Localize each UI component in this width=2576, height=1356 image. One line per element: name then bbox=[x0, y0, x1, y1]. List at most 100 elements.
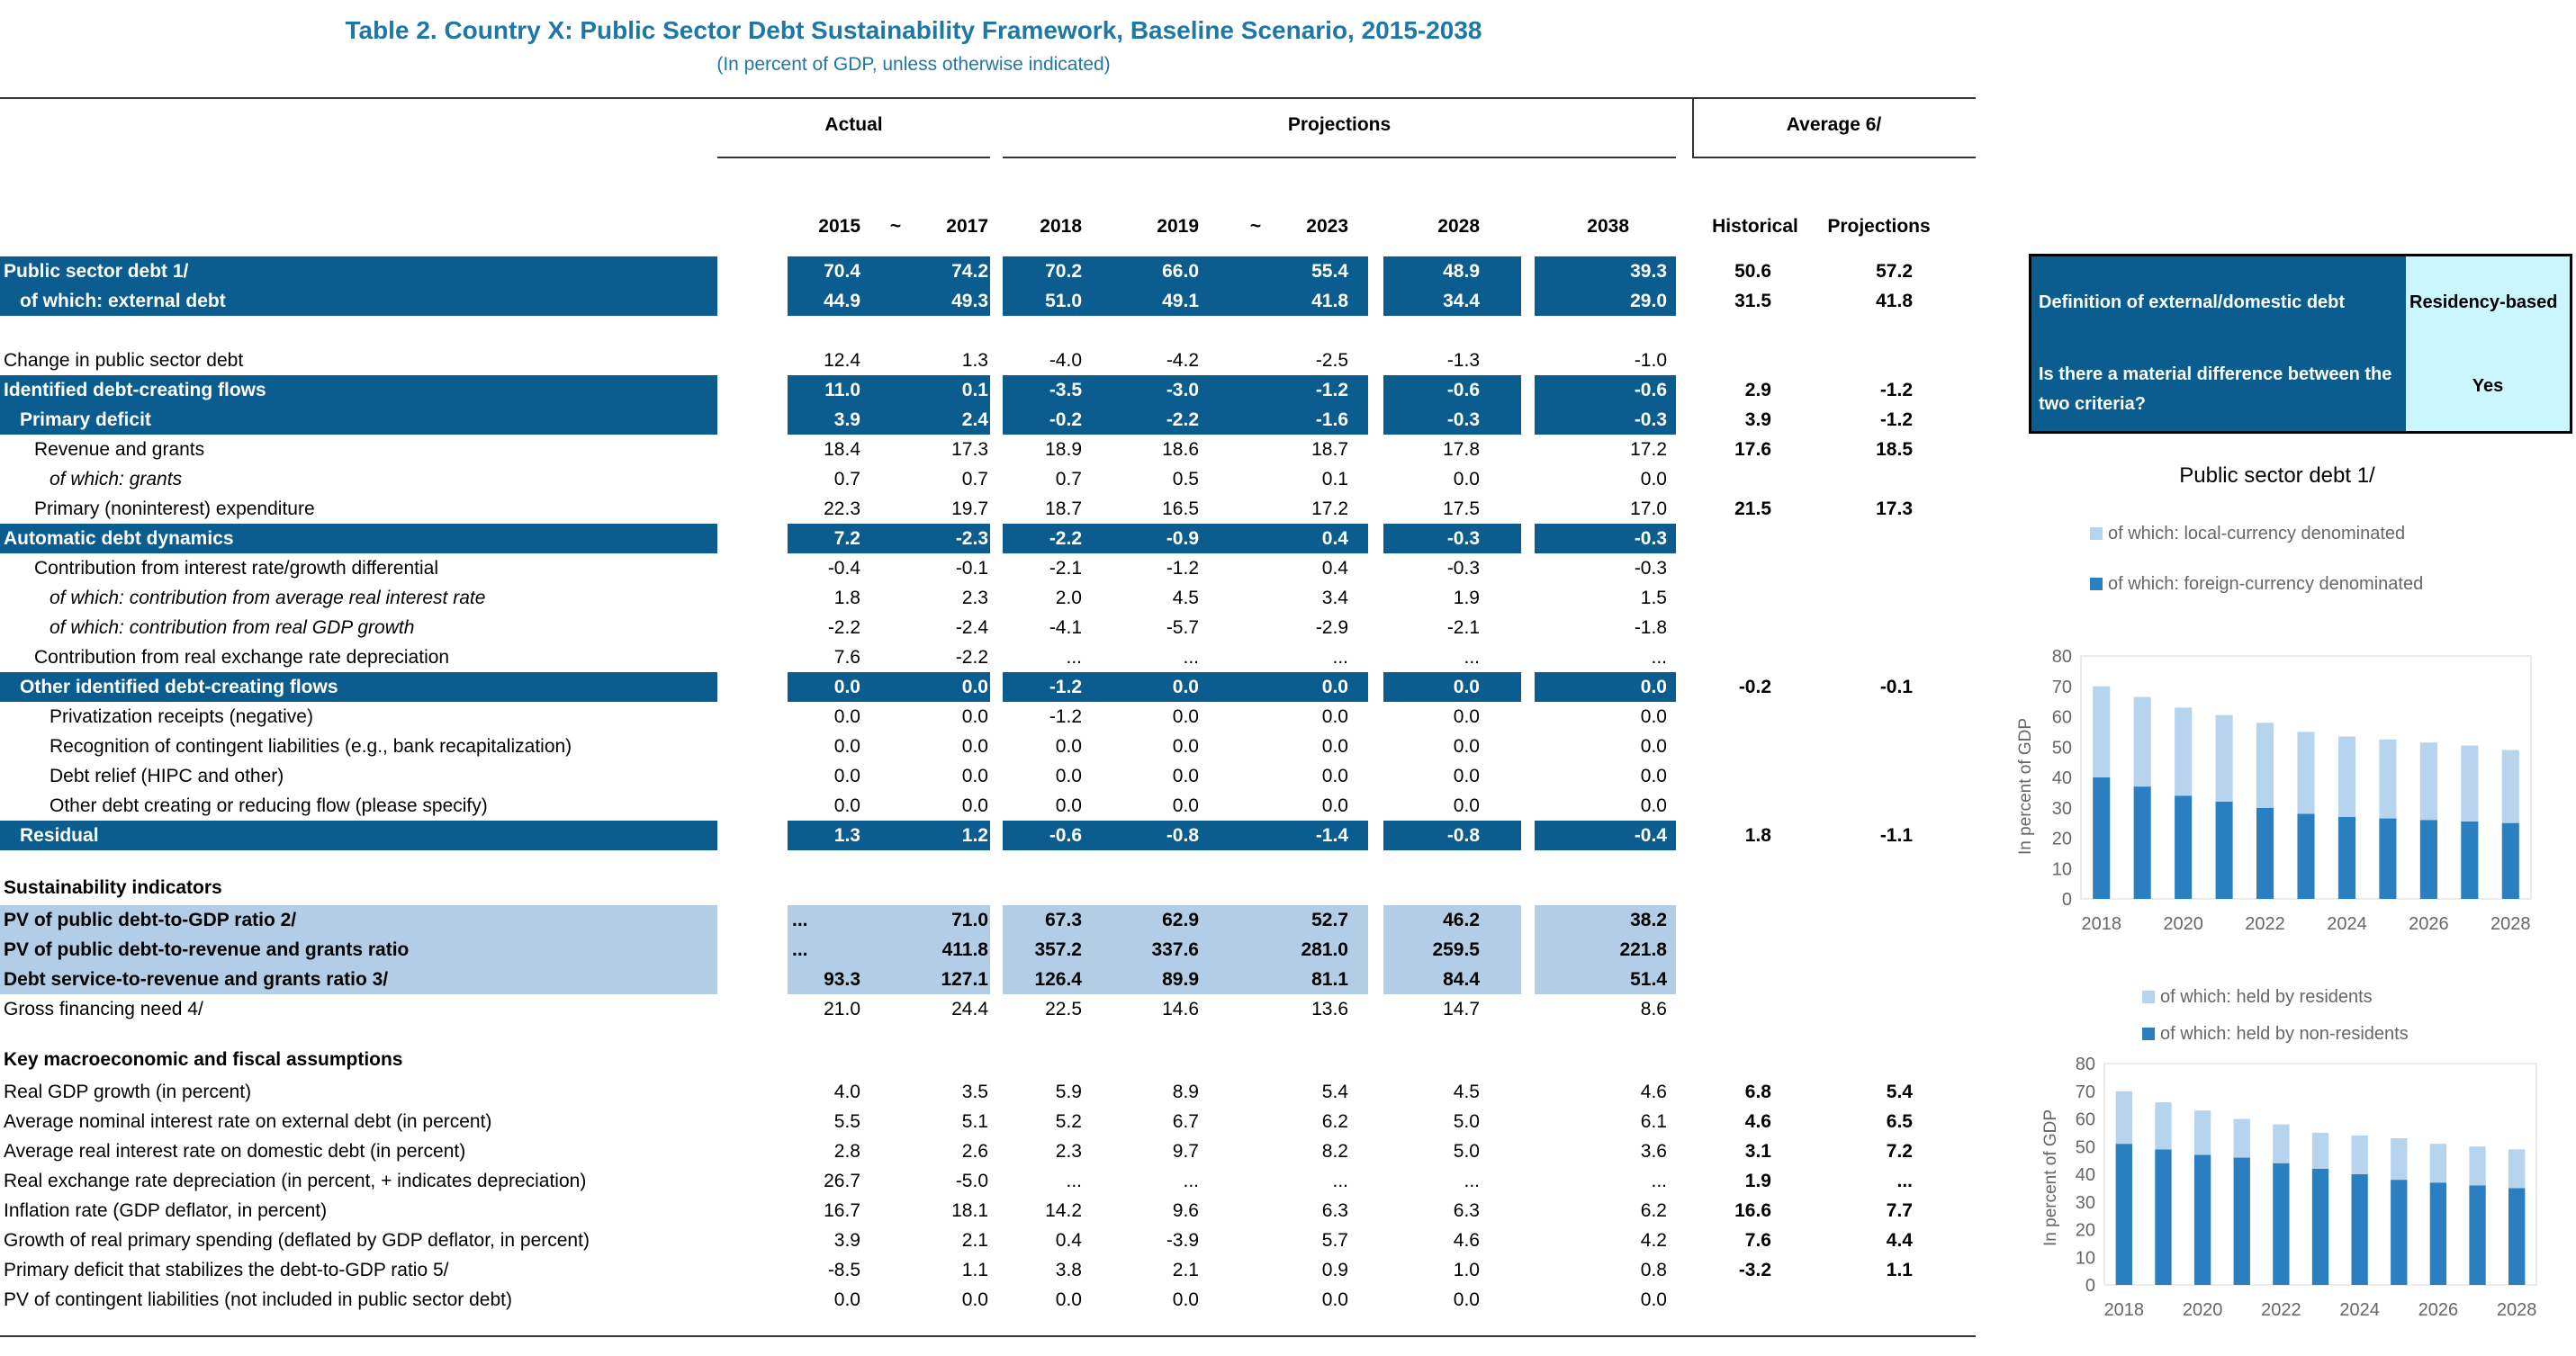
row-average-value: 16.6 bbox=[1734, 1200, 1771, 1221]
row-value: 84.4 bbox=[1443, 969, 1480, 990]
table-row: PV of public debt-to-GDP ratio 2/... 71.0… bbox=[0, 905, 2070, 935]
row-average-value: 17.6 bbox=[1734, 439, 1771, 460]
projections-rule bbox=[1003, 157, 1676, 158]
row-value: 0.0 bbox=[1321, 1289, 1348, 1310]
row-highlight-band bbox=[788, 905, 990, 935]
bar-segment-lower bbox=[2469, 1185, 2486, 1285]
table-subtitle: (In percent of GDP, unless otherwise ind… bbox=[716, 54, 1111, 75]
row-value: -0.3 bbox=[1634, 558, 1667, 579]
bar-segment-lower bbox=[2133, 786, 2151, 899]
y-tick-label: 70 bbox=[2076, 1082, 2095, 1102]
chart2-legend-nonresidents: of which: held by non-residents bbox=[2142, 1024, 2409, 1045]
row-value: 62.9 bbox=[1162, 910, 1199, 930]
row-value: 51.4 bbox=[1630, 969, 1667, 990]
row-label: Debt service-to-revenue and grants ratio… bbox=[4, 969, 389, 990]
row-value: 17.8 bbox=[1443, 439, 1480, 460]
row-highlight-band bbox=[1003, 256, 1368, 286]
row-value: 0.0 bbox=[1321, 766, 1348, 786]
row-value: 0.0 bbox=[1453, 706, 1480, 727]
row-average-value: -1.1 bbox=[1879, 825, 1913, 846]
row-value: 1.5 bbox=[1640, 588, 1667, 608]
bar-segment-lower bbox=[2175, 795, 2193, 899]
table-row: Average nominal interest rate on externa… bbox=[0, 1107, 2070, 1136]
row-label: Contribution from interest rate/growth d… bbox=[34, 558, 438, 579]
bar-segment-lower bbox=[2273, 1163, 2290, 1285]
row-value: ... bbox=[1464, 1171, 1480, 1191]
row-label: Gross financing need 4/ bbox=[4, 999, 203, 1019]
row-label: Primary (noninterest) expenditure bbox=[34, 498, 315, 519]
row-value: 0.4 bbox=[1321, 558, 1348, 579]
bar-segment-upper bbox=[2311, 1132, 2329, 1169]
row-value: 0.9 bbox=[1321, 1260, 1348, 1280]
group-actual: Actual bbox=[824, 114, 883, 135]
row-value: 0.4 bbox=[1321, 528, 1348, 549]
debt-definition-box: Definition of external/domestic debt Res… bbox=[2029, 254, 2572, 434]
bar-segment-upper bbox=[2215, 714, 2233, 802]
x-tick-label: 2018 bbox=[2081, 914, 2121, 934]
chart1-legend-foreign-label: of which: foreign-currency denominated bbox=[2108, 574, 2424, 594]
row-value: 0.7 bbox=[961, 469, 988, 489]
row-value: -4.0 bbox=[1049, 350, 1082, 371]
row-highlight-band bbox=[1535, 935, 1676, 965]
row-value: 0.1 bbox=[961, 380, 988, 400]
row-value: 7.2 bbox=[833, 528, 860, 549]
y-tick-label: 80 bbox=[2052, 647, 2072, 667]
row-value: 17.2 bbox=[1311, 498, 1348, 519]
row-value: -0.6 bbox=[1446, 380, 1480, 400]
row-value: 29.0 bbox=[1630, 291, 1667, 311]
row-value: -1.2 bbox=[1049, 706, 1082, 727]
table-row: Primary deficit that stabilizes the debt… bbox=[0, 1255, 2070, 1285]
row-value: 18.7 bbox=[1311, 439, 1348, 460]
row-value: 70.4 bbox=[824, 261, 860, 282]
row-value: 70.2 bbox=[1045, 261, 1082, 282]
row-highlight-band bbox=[788, 405, 990, 435]
row-value: -1.4 bbox=[1315, 825, 1348, 846]
row-value: 9.7 bbox=[1172, 1141, 1199, 1162]
bar-segment-lower bbox=[2193, 1154, 2211, 1285]
col-tilde-1: ~ bbox=[889, 216, 902, 237]
row-value: ... bbox=[1183, 1171, 1199, 1191]
bar-segment-lower bbox=[2419, 820, 2437, 899]
row-value: 18.9 bbox=[1045, 439, 1082, 460]
row-value: 48.9 bbox=[1443, 261, 1480, 282]
x-tick-label: 2024 bbox=[2339, 1300, 2380, 1320]
bar-segment-lower bbox=[2429, 1182, 2447, 1285]
x-tick-label: 2024 bbox=[2327, 914, 2367, 934]
bar-segment-lower bbox=[2461, 821, 2479, 899]
col-2028: 2028 bbox=[1437, 216, 1480, 237]
row-value: 52.7 bbox=[1311, 910, 1348, 930]
row-label: PV of public debt-to-revenue and grants … bbox=[4, 939, 410, 960]
row-value: 0.0 bbox=[1172, 677, 1199, 697]
chart2-legend-residents: of which: held by residents bbox=[2142, 987, 2373, 1008]
row-value: 357.2 bbox=[1034, 939, 1082, 960]
row-highlight-band bbox=[1003, 286, 1368, 316]
row-value: 8.9 bbox=[1172, 1082, 1199, 1102]
col-2019: 2019 bbox=[1157, 216, 1199, 237]
row-label: PV of public debt-to-GDP ratio 2/ bbox=[4, 910, 297, 930]
col-2015: 2015 bbox=[818, 216, 860, 237]
row-highlight-band bbox=[1003, 672, 1368, 702]
x-tick-label: 2028 bbox=[2497, 1300, 2537, 1320]
row-value: 3.6 bbox=[1640, 1141, 1667, 1162]
y-tick-label: 80 bbox=[2076, 1055, 2095, 1074]
row-value: 0.0 bbox=[961, 795, 988, 816]
x-tick-label: 2026 bbox=[2418, 1300, 2459, 1320]
row-value: 18.4 bbox=[824, 439, 860, 460]
section-heading: Sustainability indicators bbox=[4, 877, 222, 898]
row-value: -0.4 bbox=[827, 558, 860, 579]
row-average-value: 17.3 bbox=[1876, 498, 1913, 519]
row-value: -1.2 bbox=[1049, 677, 1082, 697]
bar-segment-lower bbox=[2215, 802, 2233, 899]
table-row: of which: external debt 44.9 49.3 51.0 49.1 4… bbox=[0, 286, 2070, 316]
row-value: -1.8 bbox=[1634, 617, 1667, 638]
row-value: 0.0 bbox=[1055, 1289, 1082, 1310]
row-average-value: 21.5 bbox=[1734, 498, 1771, 519]
row-highlight-band bbox=[788, 286, 990, 316]
row-highlight-band bbox=[1535, 405, 1676, 435]
bar-segment-upper bbox=[2093, 686, 2111, 777]
row-value: 39.3 bbox=[1630, 261, 1667, 282]
row-highlight-band bbox=[1003, 375, 1368, 405]
row-value: 0.0 bbox=[1640, 795, 1667, 816]
row-value: 0.0 bbox=[961, 677, 988, 697]
row-average-value: -1.2 bbox=[1879, 380, 1913, 400]
